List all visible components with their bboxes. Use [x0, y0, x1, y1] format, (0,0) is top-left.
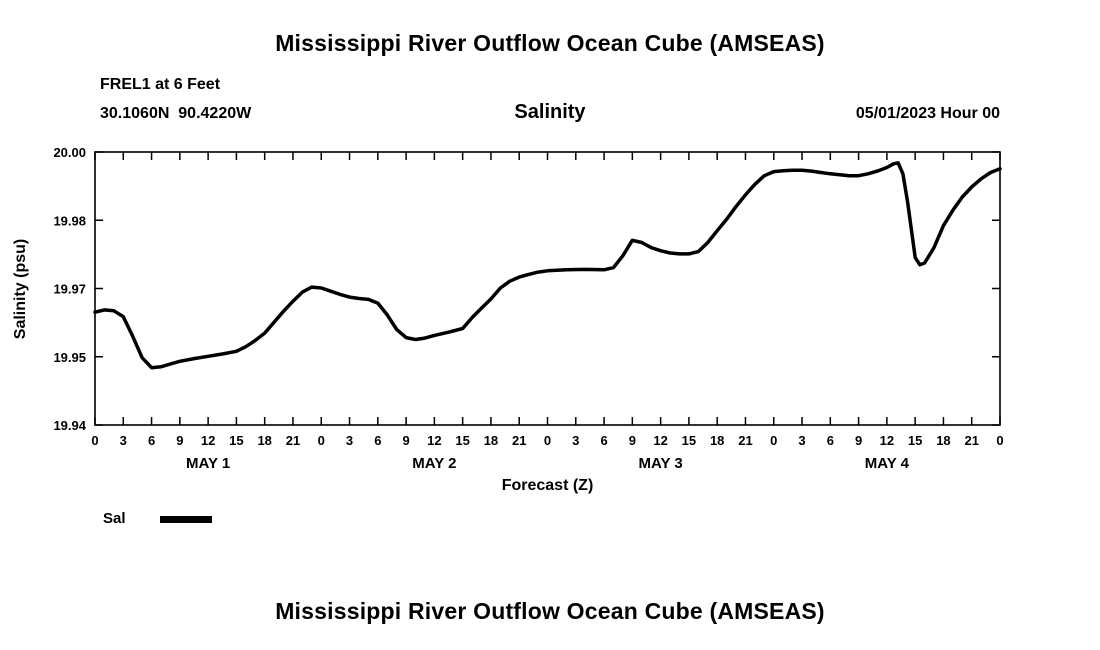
- station-label: FREL1 at 6 Feet: [100, 76, 221, 93]
- x-tick-label: 21: [738, 433, 752, 448]
- x-axis-label: Forecast (Z): [501, 477, 594, 494]
- x-tick-label: 3: [346, 433, 353, 448]
- day-label: MAY 3: [639, 455, 683, 472]
- x-tick-label: 15: [455, 433, 469, 448]
- y-tick-label: 19.97: [53, 282, 86, 297]
- y-tick-label: 19.94: [53, 418, 86, 433]
- y-tick-label: 19.98: [53, 213, 86, 228]
- x-tick-label: 0: [318, 433, 325, 448]
- x-tick-label: 12: [653, 433, 667, 448]
- legend-line-swatch: [160, 516, 212, 523]
- x-tick-label: 15: [908, 433, 922, 448]
- x-tick-label: 18: [710, 433, 724, 448]
- x-tick-label: 15: [682, 433, 696, 448]
- x-tick-label: 21: [512, 433, 526, 448]
- x-tick-label: 6: [374, 433, 381, 448]
- day-label: MAY 1: [186, 455, 230, 472]
- x-tick-label: 3: [572, 433, 579, 448]
- parameter-title: Salinity: [514, 101, 586, 123]
- x-tick-label: 12: [427, 433, 441, 448]
- day-label: MAY 2: [412, 455, 456, 472]
- x-tick-label: 18: [484, 433, 498, 448]
- y-axis-label: Salinity (psu): [12, 238, 30, 339]
- y-tick-label: 19.95: [53, 350, 86, 365]
- x-tick-label: 9: [629, 433, 636, 448]
- y-tick-label: 20.00: [53, 145, 86, 160]
- y-axis-label-container: Salinity (psu): [10, 152, 32, 425]
- x-tick-label: 9: [855, 433, 862, 448]
- x-tick-label: 12: [201, 433, 215, 448]
- x-tick-label: 15: [229, 433, 243, 448]
- x-tick-label: 6: [600, 433, 607, 448]
- x-tick-label: 0: [996, 433, 1003, 448]
- x-tick-label: 0: [770, 433, 777, 448]
- x-tick-label: 6: [148, 433, 155, 448]
- x-tick-label: 9: [176, 433, 183, 448]
- day-label: MAY 4: [865, 455, 910, 472]
- series-line-sal: [93, 161, 1002, 370]
- x-tick-label: 18: [936, 433, 950, 448]
- x-tick-label: 9: [402, 433, 409, 448]
- x-tick-label: 12: [880, 433, 894, 448]
- legend-label: Sal: [103, 510, 126, 527]
- x-tick-label: 6: [827, 433, 834, 448]
- x-tick-label: 18: [257, 433, 271, 448]
- model-run-datetime: 05/01/2023 Hour 00: [855, 105, 1000, 122]
- x-tick-label: 3: [798, 433, 805, 448]
- x-tick-label: 0: [91, 433, 98, 448]
- x-tick-label: 0: [544, 433, 551, 448]
- x-tick-label: 21: [964, 433, 978, 448]
- x-tick-label: 3: [120, 433, 127, 448]
- x-tick-label: 21: [286, 433, 300, 448]
- page-title: Mississippi River Outflow Ocean Cube (AM…: [275, 30, 825, 56]
- plot-border: [94, 151, 1001, 426]
- coordinates-label: 30.1060N 90.4220W: [100, 105, 252, 122]
- bottom-page-title: Mississippi River Outflow Ocean Cube (AM…: [275, 598, 825, 624]
